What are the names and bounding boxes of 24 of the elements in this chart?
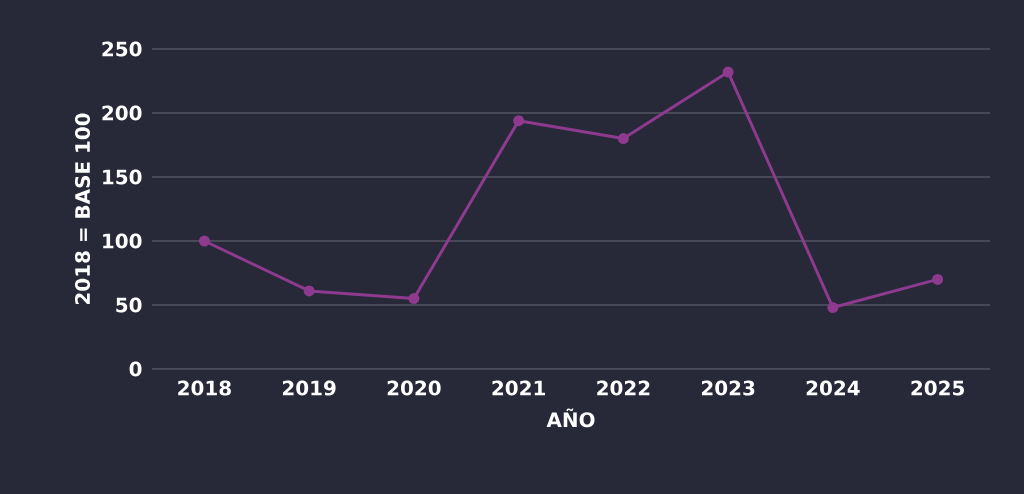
point	[617, 133, 629, 145]
x-tick-label: 2018	[178, 380, 231, 396]
x-axis-title: AÑO	[546, 408, 595, 428]
point	[408, 293, 420, 305]
point	[198, 235, 210, 247]
y-tick-label: 200	[102, 105, 142, 121]
y-tick-label: 50	[116, 297, 142, 313]
y-tick-label: 150	[103, 169, 142, 185]
x-tick-label: 2019	[282, 380, 336, 396]
y-axis-title: 2018 = BASE 100	[74, 113, 91, 304]
x-tick-label: 2024	[806, 380, 860, 396]
x-tick-label: 2022	[597, 380, 650, 396]
y-tick-label: 100	[103, 233, 142, 249]
point	[513, 115, 525, 127]
y-tick-label: 250	[102, 41, 142, 57]
point	[932, 273, 944, 285]
x-tick-label: 2020	[387, 380, 441, 396]
point	[827, 302, 839, 314]
point	[303, 285, 315, 297]
point	[722, 66, 734, 78]
x-tick-label: 2023	[701, 380, 755, 396]
y-tick-label: 0	[129, 361, 142, 377]
x-tick-label: 2025	[911, 380, 964, 396]
x-tick-label: 2021	[492, 380, 545, 396]
